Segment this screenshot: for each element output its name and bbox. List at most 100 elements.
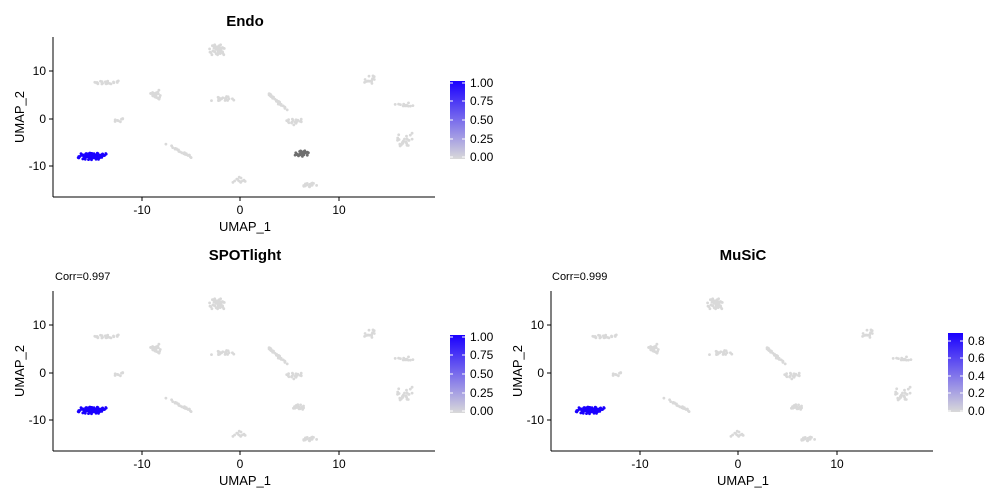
data-point bbox=[794, 372, 798, 376]
legend-tick-label: 0.00 bbox=[470, 404, 494, 418]
data-point bbox=[301, 152, 305, 156]
data-point bbox=[177, 402, 180, 406]
data-point bbox=[595, 409, 598, 412]
data-point bbox=[287, 372, 290, 375]
data-point bbox=[717, 351, 720, 355]
data-point bbox=[808, 437, 811, 441]
data-point bbox=[299, 152, 303, 156]
data-point bbox=[101, 406, 104, 410]
data-point bbox=[113, 120, 117, 123]
data-point bbox=[895, 356, 898, 360]
data-point bbox=[720, 300, 724, 304]
data-point bbox=[575, 409, 579, 412]
data-point bbox=[398, 144, 402, 148]
data-point bbox=[189, 155, 192, 159]
data-point bbox=[370, 79, 373, 82]
data-point bbox=[896, 398, 900, 402]
data-point bbox=[96, 336, 100, 340]
colorbar bbox=[948, 333, 963, 412]
data-point bbox=[711, 297, 715, 301]
data-point bbox=[906, 387, 910, 391]
x-tick-label: -10 bbox=[133, 457, 151, 471]
data-point bbox=[598, 334, 602, 337]
data-point bbox=[363, 335, 366, 338]
data-point bbox=[77, 155, 81, 158]
data-point bbox=[80, 408, 84, 411]
data-point bbox=[310, 437, 313, 441]
legend-tick-label: 0.25 bbox=[470, 386, 494, 400]
data-point bbox=[806, 439, 809, 443]
data-point bbox=[611, 374, 615, 377]
data-point bbox=[210, 53, 214, 57]
x-tick-label: 0 bbox=[735, 457, 742, 471]
x-tick-label: 10 bbox=[830, 457, 844, 471]
data-point bbox=[304, 151, 308, 155]
data-point bbox=[158, 348, 162, 351]
data-point bbox=[296, 405, 299, 409]
data-point bbox=[275, 352, 278, 356]
data-point bbox=[397, 133, 401, 137]
data-point bbox=[781, 360, 785, 363]
y-tick-label: 0 bbox=[39, 366, 46, 380]
x-tick-label: -10 bbox=[133, 203, 151, 217]
data-point bbox=[271, 349, 274, 352]
data-point bbox=[94, 156, 98, 160]
data-point bbox=[370, 333, 373, 336]
data-point bbox=[88, 156, 92, 160]
data-point bbox=[106, 79, 110, 83]
data-point bbox=[393, 357, 397, 360]
data-point bbox=[405, 137, 409, 141]
data-point bbox=[604, 333, 608, 337]
data-point bbox=[662, 396, 666, 400]
data-point bbox=[790, 377, 794, 381]
data-point bbox=[649, 346, 653, 349]
color-legend: 1.00 0.75 0.50 0.25 0.00 bbox=[450, 330, 494, 418]
data-point bbox=[174, 147, 177, 151]
data-point bbox=[618, 371, 621, 375]
data-point bbox=[592, 410, 596, 414]
data-point bbox=[895, 387, 899, 391]
color-legend: 0.8 0.6 0.4 0.2 0.0 bbox=[948, 333, 985, 418]
data-point bbox=[91, 410, 95, 414]
data-point bbox=[283, 360, 287, 363]
data-point bbox=[408, 133, 412, 137]
data-point bbox=[409, 104, 412, 108]
data-point bbox=[84, 408, 88, 412]
data-point bbox=[226, 99, 230, 102]
x-axis-label: UMAP_1 bbox=[219, 473, 271, 488]
data-point bbox=[903, 397, 907, 401]
data-point bbox=[214, 306, 218, 310]
data-point bbox=[397, 102, 400, 106]
data-point bbox=[77, 409, 81, 412]
data-point bbox=[100, 334, 104, 337]
data-point bbox=[407, 393, 411, 396]
data-point bbox=[715, 304, 719, 307]
data-point bbox=[215, 46, 219, 50]
data-point bbox=[88, 408, 92, 412]
data-point bbox=[404, 394, 408, 398]
y-tick-label: 10 bbox=[33, 64, 47, 78]
data-point bbox=[301, 155, 304, 158]
data-point bbox=[80, 154, 84, 157]
data-point bbox=[151, 346, 155, 349]
data-point bbox=[614, 373, 617, 376]
data-point bbox=[907, 358, 910, 362]
data-point bbox=[406, 358, 410, 362]
data-point bbox=[219, 300, 223, 304]
data-point bbox=[208, 304, 212, 308]
data-point bbox=[312, 436, 315, 439]
data-point bbox=[647, 346, 651, 349]
data-point bbox=[656, 348, 660, 351]
data-point bbox=[406, 104, 410, 108]
data-point bbox=[116, 373, 119, 376]
data-point bbox=[90, 406, 94, 409]
data-point bbox=[582, 408, 586, 412]
data-point bbox=[891, 357, 895, 360]
data-point bbox=[729, 435, 733, 438]
data-point bbox=[410, 385, 414, 389]
data-point bbox=[602, 335, 606, 339]
data-point bbox=[308, 439, 311, 443]
data-point bbox=[652, 345, 656, 349]
data-point bbox=[908, 391, 912, 395]
y-tick-label: -10 bbox=[527, 413, 545, 427]
